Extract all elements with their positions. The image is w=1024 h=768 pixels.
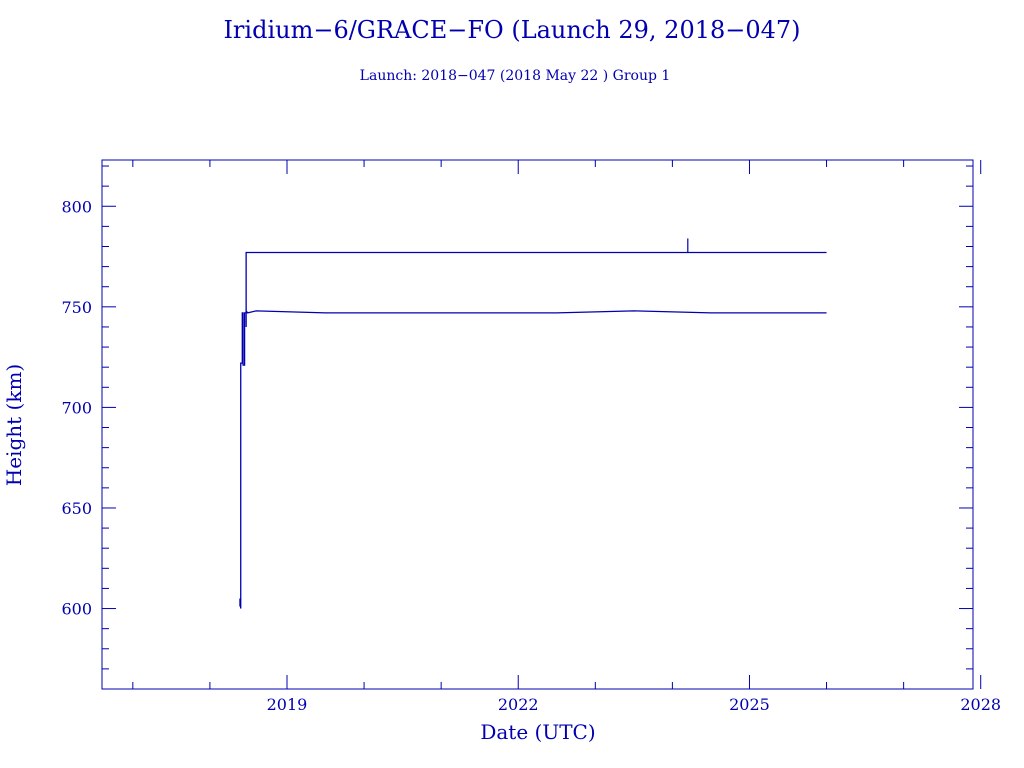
x-tick-label: 2019 xyxy=(267,695,308,714)
chart-title: Iridium−6/GRACE−FO (Launch 29, 2018−047) xyxy=(223,16,800,44)
y-tick-label: 750 xyxy=(61,298,92,317)
chart-subtitle: Launch: 2018−047 (2018 May 22 ) Group 1 xyxy=(360,68,671,84)
series-line-2 xyxy=(245,251,827,327)
y-tick-label: 700 xyxy=(61,398,92,417)
x-tick-label: 2025 xyxy=(729,695,770,714)
y-tick-label: 650 xyxy=(61,499,92,518)
minor-ticks xyxy=(102,160,973,690)
x-tick-label: 2022 xyxy=(498,695,539,714)
x-tick-labels: 2019 2022 2025 2028 xyxy=(267,695,1001,714)
data-series xyxy=(239,238,827,609)
x-axis-title: Date (UTC) xyxy=(480,720,595,744)
y-axis-title: Height (km) xyxy=(2,364,26,486)
y-tick-labels: 600 650 700 750 800 xyxy=(61,197,92,618)
y-tick-label: 600 xyxy=(61,600,92,619)
major-ticks xyxy=(102,160,982,689)
y-tick-label: 800 xyxy=(61,197,92,216)
x-tick-label: 2028 xyxy=(960,695,1001,714)
plot-area-frame xyxy=(101,159,974,690)
series-line-1 xyxy=(239,308,827,609)
